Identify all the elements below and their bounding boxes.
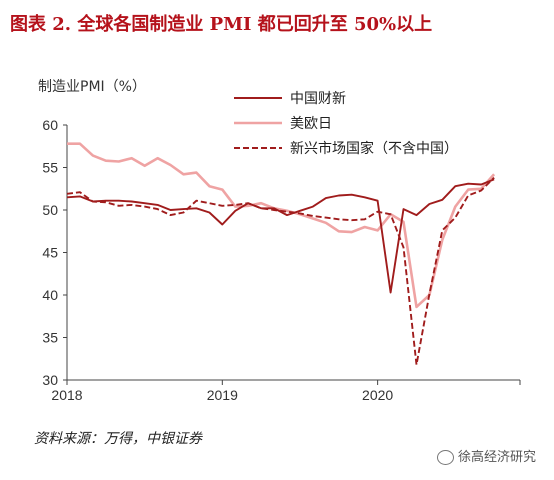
x-tick-label: 2019 [207, 387, 238, 403]
y-tick-label: 35 [42, 330, 58, 346]
watermark: 徐高经济研究 [436, 446, 536, 465]
axes: 30 35 40 45 50 55 60 2018 2019 2020 [42, 117, 521, 403]
y-tick-label: 40 [42, 287, 58, 303]
y-tick-label: 45 [42, 245, 58, 261]
y-tick-label: 50 [42, 202, 58, 218]
wechat-icon [436, 450, 454, 465]
legend-label: 美欧日 [290, 116, 332, 132]
series-line-0 [66, 178, 495, 294]
legend-label: 新兴市场国家（不含中国） [290, 140, 458, 157]
y-axis-label: 制造业PMI（%） [38, 79, 146, 95]
series-line-1 [67, 142, 496, 309]
y-tick-label: 60 [42, 117, 58, 133]
y-tick-label: 30 [42, 372, 58, 388]
series-lines [66, 142, 496, 366]
series-line-2 [66, 177, 495, 366]
watermark-text: 徐高经济研究 [457, 450, 536, 465]
legend-label: 中国财新 [290, 91, 346, 107]
x-tick-label: 2018 [51, 387, 82, 403]
y-tick-label: 55 [42, 160, 58, 176]
chart-title: 图表 2. 全球各国制造业 PMI 都已回升至 50%以上 [10, 14, 433, 35]
x-tick-label: 2020 [362, 387, 393, 403]
source-note: 资料来源：万得，中银证券 [34, 431, 202, 447]
